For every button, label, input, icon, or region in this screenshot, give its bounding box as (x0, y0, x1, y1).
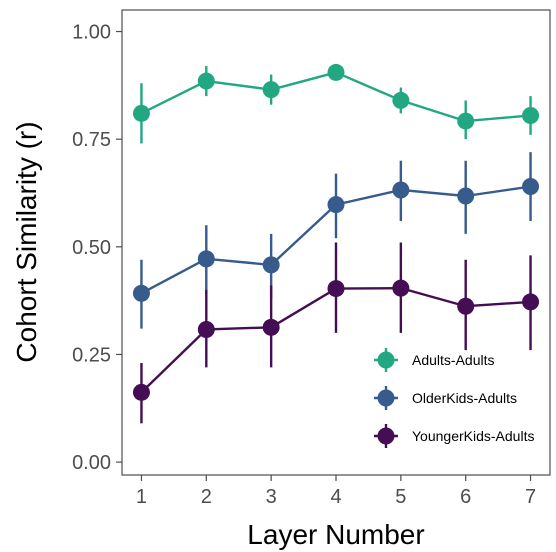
data-point (522, 106, 540, 124)
data-point (392, 181, 410, 199)
legend-key-point (377, 389, 395, 407)
data-point (262, 81, 280, 99)
legend-key-point (377, 351, 395, 369)
y-tick-label: 0.00 (72, 452, 111, 474)
data-point (392, 279, 410, 297)
data-point (327, 196, 345, 214)
legend-label: YoungerKids-Adults (412, 428, 534, 444)
x-tick-label: 5 (395, 486, 406, 508)
data-point (262, 318, 280, 336)
legend-item: Adults-Adults (374, 348, 494, 372)
data-point (197, 250, 215, 268)
y-tick-label: 0.25 (72, 344, 111, 366)
legend-item: OlderKids-Adults (374, 386, 517, 410)
series-olderkids-adults (132, 152, 540, 329)
x-axis: 1 2 3 4 5 6 7 (136, 475, 536, 508)
data-point (522, 178, 540, 196)
data-point (262, 256, 280, 274)
legend-label: Adults-Adults (412, 352, 494, 368)
series-youngerkids-adults (132, 242, 540, 424)
y-tick-label: 0.50 (72, 237, 111, 259)
data-point (327, 280, 345, 298)
y-tick-label: 1.00 (72, 22, 111, 44)
data-point (197, 72, 215, 90)
data-point (457, 297, 475, 315)
data-point (197, 320, 215, 338)
series-adults-adults (132, 63, 540, 144)
data-point (392, 91, 410, 109)
x-tick-label: 7 (525, 486, 536, 508)
legend-item: YoungerKids-Adults (374, 424, 534, 448)
x-tick-label: 6 (460, 486, 471, 508)
x-tick-label: 1 (136, 486, 147, 508)
legend-key-point (377, 427, 395, 445)
x-tick-label: 3 (266, 486, 277, 508)
legend-label: OlderKids-Adults (412, 390, 517, 406)
data-point (522, 293, 540, 311)
legend: Adults-Adults OlderKids-Adults YoungerKids… (374, 348, 534, 448)
x-tick-label: 2 (201, 486, 212, 508)
data-point (132, 383, 150, 401)
y-tick-label: 0.75 (72, 129, 111, 151)
data-point (132, 104, 150, 122)
data-point (457, 187, 475, 205)
x-tick-label: 4 (330, 486, 341, 508)
data-point (132, 284, 150, 302)
y-axis: 0.00 0.25 0.50 0.75 1.00 (72, 22, 122, 474)
data-point (457, 112, 475, 130)
series-layer (132, 63, 540, 424)
x-axis-title: Layer Number (247, 519, 424, 550)
y-axis-title: Cohort Similarity (r) (11, 121, 42, 362)
data-point (327, 63, 345, 81)
